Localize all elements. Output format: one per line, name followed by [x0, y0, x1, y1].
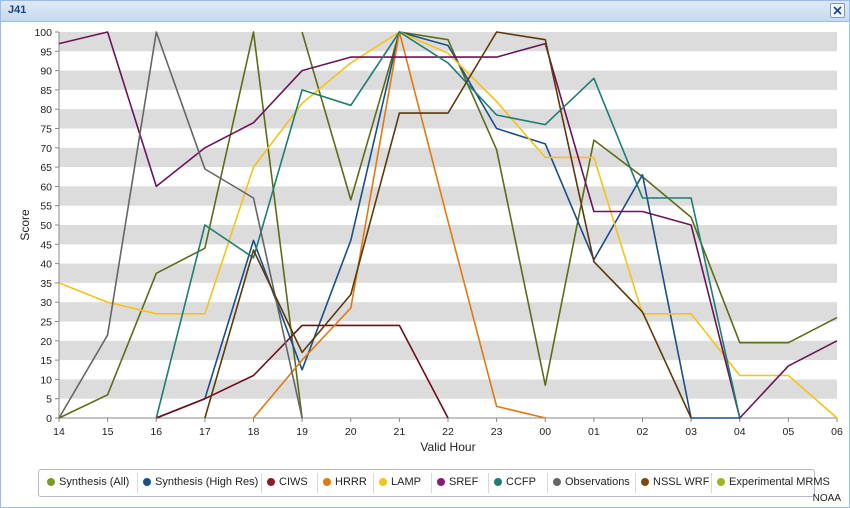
chart-legend: Synthesis (All) Synthesis (High Res) CIWS H… [38, 469, 830, 497]
y-tick-label: 5 [46, 394, 52, 406]
x-tick-label: 19 [296, 426, 308, 438]
y-tick-label: 55 [40, 201, 52, 213]
y-tick-label: 40 [40, 259, 52, 271]
y-tick-label: 15 [40, 355, 52, 367]
legend-swatch [143, 478, 151, 486]
grid-band [59, 70, 837, 90]
y-tick-label: 70 [40, 143, 52, 155]
series-line-lamp[interactable] [58, 31, 838, 419]
legend-label: Synthesis (All) [59, 476, 130, 488]
y-tick-label: 75 [40, 124, 52, 136]
legend-swatch [717, 478, 725, 486]
x-axis-ticks: 14 15 16 17 18 19 20 21 22 23 00 01 02 03 04 05 06 [53, 418, 843, 438]
legend-label: NSSL WRF [653, 476, 710, 488]
x-tick-label: 04 [734, 426, 746, 438]
grid-band [59, 186, 837, 206]
grid-band [59, 302, 837, 322]
y-tick-label: 50 [40, 220, 52, 232]
x-tick-label: 23 [491, 426, 503, 438]
y-tick-label: 25 [40, 317, 52, 329]
y-tick-label: 95 [40, 46, 52, 58]
legend-swatch [437, 478, 445, 486]
series-line-synthesis-high-res[interactable] [156, 31, 740, 419]
legend-label: SREF [449, 476, 479, 488]
series-line-ccfp[interactable] [155, 31, 741, 419]
y-axis-ticks: 0 5 10 15 20 25 30 35 40 45 50 55 60 65 70 75 80 85 90 95 10… [34, 27, 59, 425]
x-tick-label: 18 [248, 426, 260, 438]
legend-separator [373, 473, 374, 493]
grid-band [59, 379, 837, 399]
series-line-observations[interactable] [58, 31, 303, 419]
x-tick-label: 06 [831, 426, 843, 438]
legend-swatch [641, 478, 649, 486]
legend-swatch [267, 478, 275, 486]
x-tick-label: 00 [539, 426, 551, 438]
y-tick-label: 45 [40, 239, 52, 251]
x-tick-label: 21 [394, 426, 406, 438]
y-axis-title: Score [18, 209, 32, 241]
legend-label: CCFP [506, 476, 536, 488]
x-tick-label: 16 [150, 426, 162, 438]
legend-label: Observations [565, 476, 630, 488]
y-tick-label: 20 [40, 336, 52, 348]
x-tick-label: 05 [783, 426, 795, 438]
x-tick-label: 17 [199, 426, 211, 438]
legend-swatch [47, 478, 55, 486]
y-tick-label: 80 [40, 104, 52, 116]
grid-band [59, 147, 837, 168]
x-tick-label: 03 [685, 426, 697, 438]
credit-label: NOAA [812, 493, 841, 504]
y-tick-label: 65 [40, 162, 52, 174]
x-tick-label: 01 [588, 426, 600, 438]
legend-separator [711, 473, 712, 493]
chart-series [58, 31, 838, 419]
legend-separator [261, 473, 262, 493]
x-tick-label: 22 [442, 426, 454, 438]
close-button[interactable] [830, 3, 845, 18]
grid-band [59, 263, 837, 283]
legend-separator [137, 473, 138, 493]
legend-separator [547, 473, 548, 493]
y-tick-label: 60 [40, 181, 52, 193]
y-tick-label: 30 [40, 297, 52, 309]
x-axis-title: Valid Hour [420, 440, 475, 454]
y-tick-label: 85 [40, 85, 52, 97]
x-tick-label: 14 [53, 426, 65, 438]
series-line-ciws[interactable] [156, 324, 449, 419]
legend-swatch [379, 478, 387, 486]
grid-band [59, 225, 837, 245]
series-line-synthesis-all[interactable] [301, 31, 838, 387]
x-tick-label: 15 [102, 426, 114, 438]
x-tick-label: 02 [637, 426, 649, 438]
line-chart: 0510152025303540455055606570758085909510… [18, 27, 843, 454]
y-tick-label: 35 [40, 278, 52, 290]
grid-band [59, 340, 837, 361]
legend-swatch [553, 478, 561, 486]
series-line-nssl-wrf[interactable] [204, 31, 692, 419]
legend-swatch [323, 478, 331, 486]
legend-swatch [494, 478, 502, 486]
grid-bands [58, 32, 837, 419]
series-line-sref[interactable] [58, 31, 838, 419]
y-tick-label: 90 [40, 66, 52, 78]
legend-separator [488, 473, 489, 493]
close-icon [833, 6, 842, 15]
legend-label: HRRR [335, 476, 367, 488]
legend-label: Experimental MRMS [729, 476, 830, 488]
legend-label: Synthesis (High Res) [155, 476, 259, 488]
legend-label: LAMP [391, 476, 421, 488]
y-tick-label: 10 [40, 374, 52, 386]
legend-separator [635, 473, 636, 493]
window-title: J41 [8, 4, 27, 16]
grid-band [59, 109, 837, 129]
series-line-synthesis-all[interactable] [58, 31, 303, 419]
x-tick-label: 20 [345, 426, 357, 438]
legend-separator [431, 473, 432, 493]
legend-label: CIWS [279, 476, 308, 488]
y-tick-label: 100 [34, 27, 52, 39]
window-titlebar[interactable]: J41 [1, 1, 849, 22]
legend-separator [317, 473, 318, 493]
y-tick-label: 0 [46, 413, 52, 425]
